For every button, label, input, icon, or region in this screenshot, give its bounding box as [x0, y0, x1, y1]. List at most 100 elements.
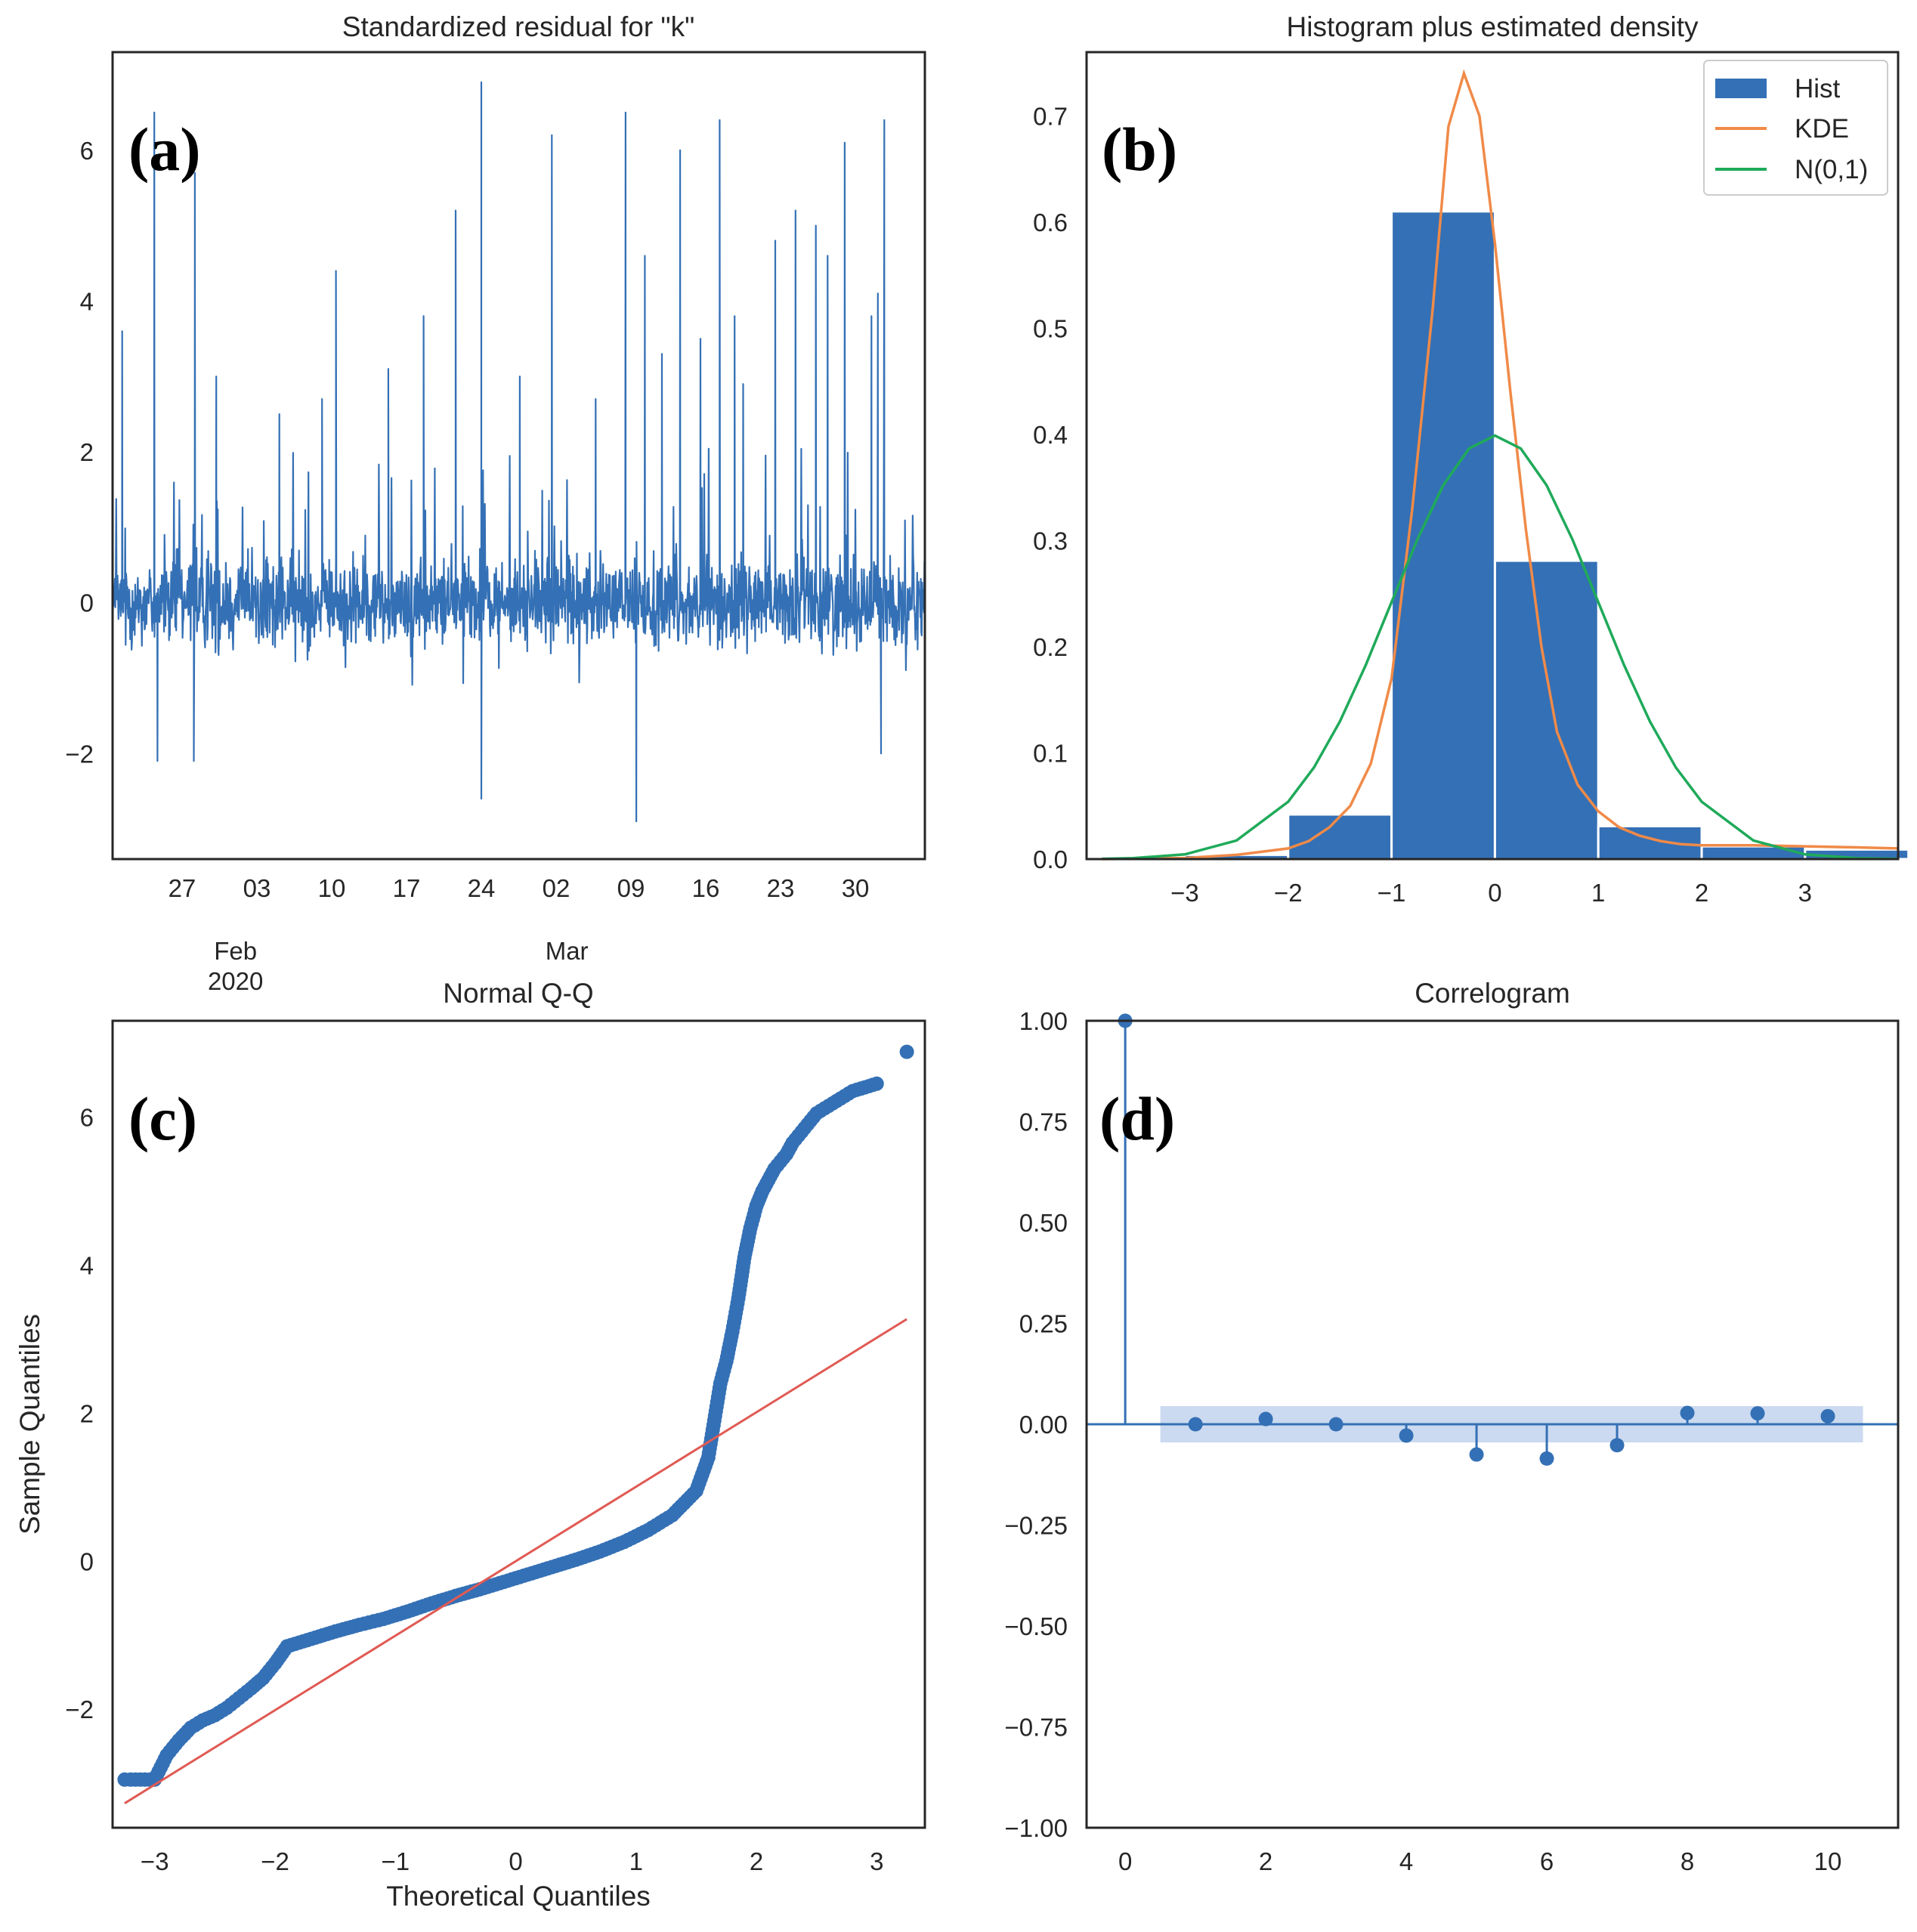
acf-point: [1258, 1411, 1273, 1427]
panel-c-xtick-label: 1: [629, 1847, 643, 1875]
panel-b-hist-bar: [1390, 210, 1496, 861]
panel-d-xtick-label: 0: [1118, 1847, 1132, 1875]
panel-b-hist-bar: [1493, 559, 1600, 861]
panel-d-ytick-label: 0.50: [1019, 1209, 1068, 1237]
panel-a-letter: (a): [128, 115, 201, 184]
panel-d-ytick-label: 0.75: [1019, 1108, 1068, 1136]
panel-b-kde-line: [1102, 69, 1899, 861]
panel-c-ytick-label: 2: [80, 1399, 94, 1427]
panel-c-xtick-label: 2: [750, 1847, 763, 1875]
qq-point: [117, 1772, 132, 1787]
panel-a-frame: [111, 51, 926, 861]
panel-a-ytick-label: 2: [80, 438, 94, 466]
acf-point: [1188, 1417, 1203, 1432]
acf-point: [1469, 1447, 1484, 1462]
legend-normal-label: N(0,1): [1795, 155, 1868, 184]
panel-d-ytick-label: −0.50: [1005, 1612, 1068, 1640]
panel-b-normal-line: [1102, 434, 1899, 861]
panel-c-ytick-label: 4: [80, 1251, 94, 1279]
panel-a-xtick-label: 30: [842, 874, 870, 902]
panel-c-ytick-label: −2: [65, 1696, 94, 1723]
panel-c-frame: [111, 1019, 926, 1829]
legend-hist-swatch: [1715, 79, 1767, 98]
panel-b-ytick-label: 0.0: [1033, 845, 1068, 873]
panel-b-ytick-label: 0.6: [1033, 209, 1068, 236]
panel-c-title: Normal Q-Q: [443, 978, 593, 1009]
panel-d-ytick-label: −0.25: [1005, 1512, 1068, 1540]
panel-d-xtick-label: 6: [1540, 1847, 1554, 1875]
panel-d-plot: 1.00 0.75 0.50 0.25 0.00 −0.25 −0.50 −0.75 −1.00…: [1005, 1007, 1898, 1875]
panel-b: 0.0 0.1 0.2 0.3 0.4 0.5 0.6 0.7 −3 −2 −1 0 1 2 3 Histo…: [1033, 11, 1910, 907]
panel-d-xtick-label: 2: [1259, 1847, 1272, 1875]
panel-c-xlabel: Theoretical Quantiles: [386, 1881, 651, 1912]
panel-a-ytick-label: 4: [80, 287, 94, 315]
acf-point: [1539, 1451, 1554, 1466]
panel-d-ytick-label: −0.75: [1005, 1714, 1068, 1742]
acf-point: [1750, 1406, 1765, 1421]
panel-d-title: Correlogram: [1415, 978, 1570, 1009]
panel-a-xtick-label: 16: [692, 874, 720, 902]
panel-d: 1.00 0.75 0.50 0.25 0.00 −0.25 −0.50 −0.75 −1.00…: [1005, 978, 1900, 1875]
panel-b-ytick-label: 0.3: [1033, 527, 1068, 555]
legend-kde-label: KDE: [1795, 114, 1849, 144]
panel-c: 6 4 2 0 −2 −3 −2 −1 0 1 2 3 Normal Q-Q (c) Theoreti…: [14, 978, 926, 1912]
panel-a-year-label: 2020: [208, 967, 263, 995]
panel-b-hist-bar: [1597, 824, 1703, 861]
qq-point: [899, 1044, 914, 1059]
acf-point: [1328, 1417, 1343, 1432]
panel-b-plot: 0.0 0.1 0.2 0.3 0.4 0.5 0.6 0.7 −3 −2 −1 0 1 2 3: [1033, 69, 1910, 907]
panel-c-xtick-label: −2: [261, 1847, 289, 1875]
panel-d-ytick-label: −1.00: [1005, 1814, 1068, 1842]
panel-a-month-label: Mar: [546, 937, 589, 965]
panel-c-xtick-label: 0: [509, 1847, 522, 1875]
panel-b-legend: Hist KDE N(0,1): [1703, 60, 1888, 196]
panel-d-ytick-label: 1.00: [1019, 1007, 1068, 1035]
panel-d-ytick-label: 0.00: [1019, 1411, 1068, 1439]
panel-d-letter: (d): [1099, 1084, 1175, 1153]
panel-c-ylabel: Sample Quantiles: [14, 1314, 45, 1535]
acf-point: [1680, 1405, 1695, 1420]
panel-a-xtick-label: 27: [169, 874, 196, 902]
qq-point: [869, 1076, 884, 1091]
panel-a-ytick-label: 6: [80, 137, 94, 165]
panel-c-xtick-label: −1: [381, 1847, 410, 1875]
panel-c-xtick-label: 3: [870, 1847, 883, 1875]
panel-b-xtick-label: 3: [1798, 879, 1812, 907]
panel-b-ytick-label: 0.2: [1033, 633, 1068, 661]
panel-c-ytick-label: 6: [80, 1103, 94, 1131]
acf-point: [1820, 1408, 1835, 1423]
panel-a-xtick-label: 17: [393, 874, 421, 902]
panel-b-xtick-label: −1: [1377, 879, 1406, 907]
legend-hist-label: Hist: [1795, 74, 1841, 104]
panel-a-xtick-label: 09: [617, 874, 645, 902]
panel-b-hist-bar: [1700, 845, 1807, 861]
panel-b-xtick-label: 1: [1591, 879, 1605, 907]
panel-b-ytick-label: 0.4: [1033, 421, 1068, 449]
panel-a-ytick-label: −2: [65, 740, 94, 768]
panel-a-month-label: Feb: [214, 937, 257, 965]
acf-point: [1609, 1438, 1625, 1453]
panel-d-frame: [1085, 1019, 1900, 1829]
panel-b-xtick-label: −2: [1274, 879, 1303, 907]
panel-a-xtick-label: 23: [767, 874, 795, 902]
panel-a-xtick-label: 02: [543, 874, 570, 902]
panel-c-ytick-label: 0: [80, 1547, 94, 1575]
panel-b-ytick-label: 0.7: [1033, 102, 1068, 130]
panel-c-sample-points: [117, 1044, 914, 1787]
panel-b-xtick-label: 2: [1695, 879, 1708, 907]
panel-c-plot: 6 4 2 0 −2 −3 −2 −1 0 1 2 3: [65, 1044, 914, 1875]
panel-b-xtick-label: −3: [1170, 879, 1199, 907]
panel-a-plot: 6 4 2 0 −2 27 03 10 17 24 02 09 16 23 30 Feb Mar 2020: [65, 81, 926, 995]
panel-a-xtick-label: 03: [243, 874, 271, 902]
acf-point: [1399, 1428, 1414, 1443]
panel-b-hist-bar: [1287, 813, 1393, 861]
panel-b-letter: (b): [1102, 115, 1177, 184]
panel-c-xtick-label: −3: [141, 1847, 169, 1875]
panel-a-residual-series: [111, 81, 926, 823]
panel-b-ytick-label: 0.5: [1033, 314, 1068, 342]
panel-d-xtick-label: 4: [1399, 1847, 1413, 1875]
panel-d-xtick-label: 8: [1680, 1847, 1694, 1875]
panel-b-xtick-label: 0: [1488, 879, 1501, 907]
panel-a-title: Standardized residual for "k": [342, 11, 694, 42]
